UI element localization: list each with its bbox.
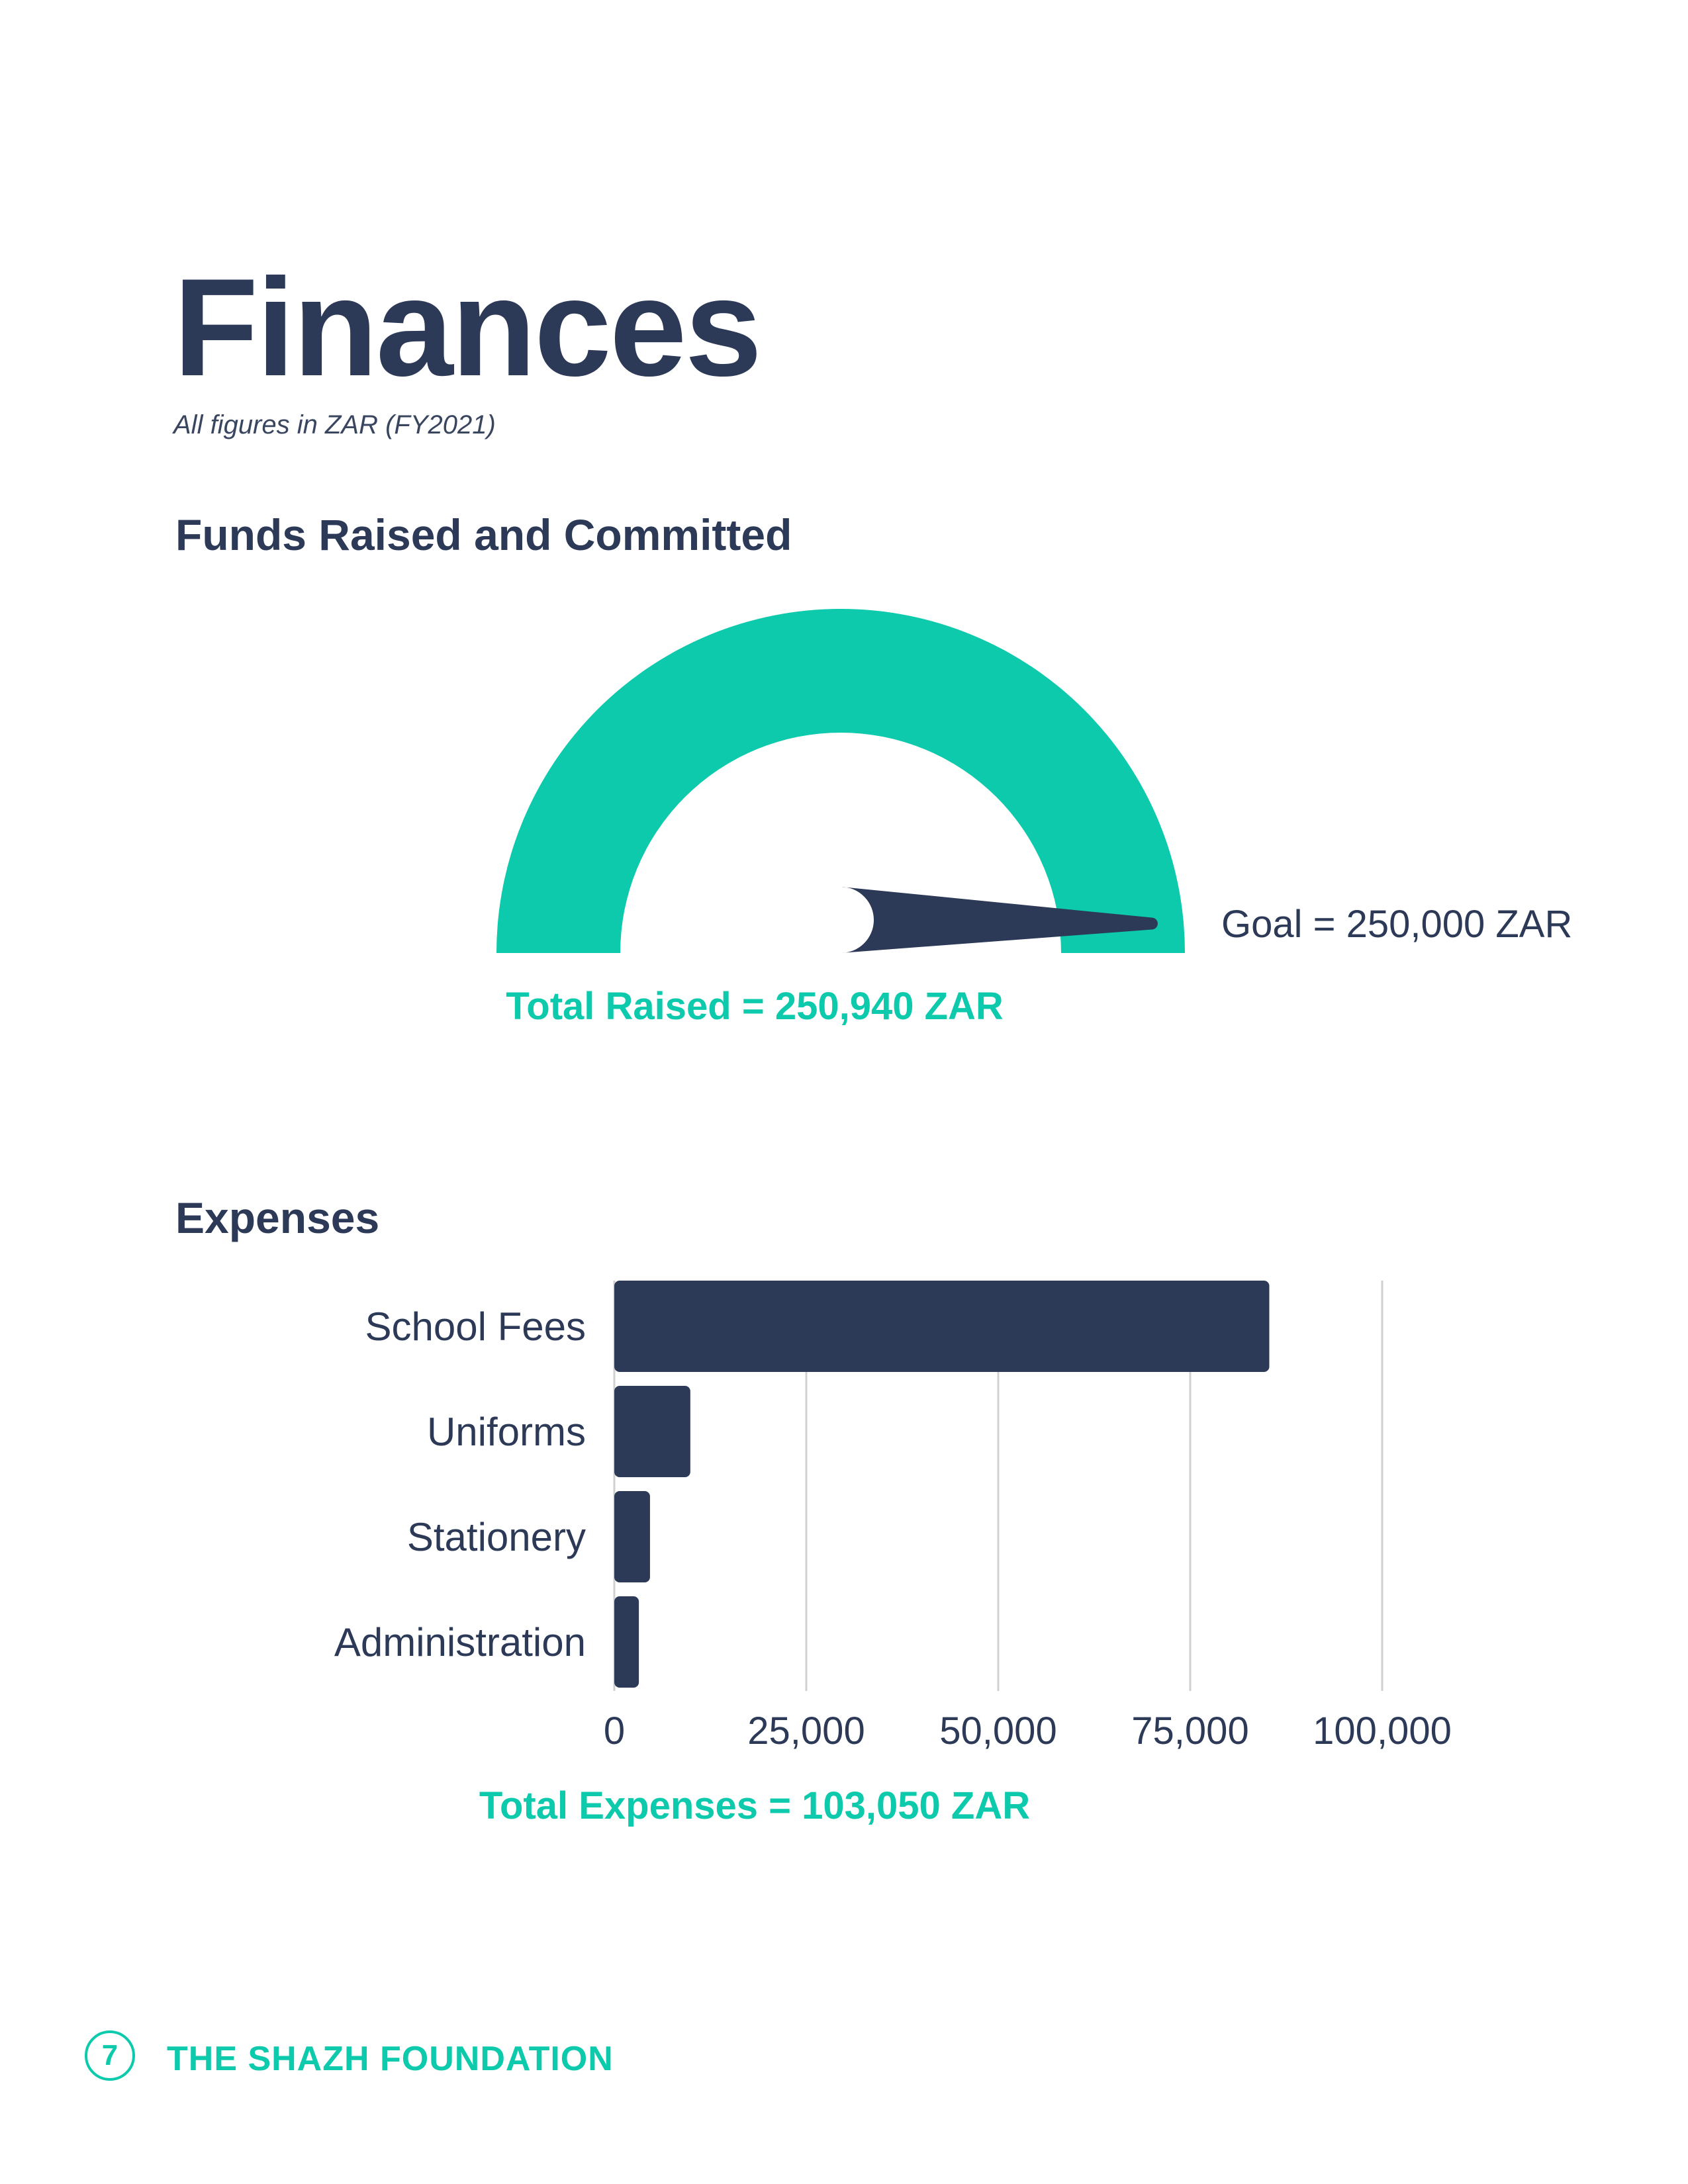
category-label: Uniforms: [427, 1410, 586, 1454]
x-tick-label: 50,000: [939, 1709, 1056, 1752]
category-label: Administration: [334, 1620, 586, 1664]
funds-heading: Funds Raised and Committed: [175, 510, 792, 559]
x-tick-label: 25,000: [747, 1709, 865, 1752]
gauge-total-raised: Total Raised = 250,940 ZAR: [506, 985, 1004, 1028]
page-subtitle: All figures in ZAR (FY2021): [173, 410, 496, 439]
page-number: 7: [101, 2039, 118, 2071]
gauge-goal-label: Goal = 250,000 ZAR: [1221, 903, 1573, 946]
expenses-bar-chart: 0 25,000 50,000 75,000 100,000 School Fees Uni…: [334, 1281, 1452, 1752]
x-tick-label: 75,000: [1131, 1709, 1248, 1752]
category-label: Stationery: [407, 1515, 586, 1559]
category-label: School Fees: [365, 1304, 586, 1349]
x-tick-label: 100,000: [1313, 1709, 1452, 1752]
expenses-total: Total Expenses = 103,050 ZAR: [479, 1784, 1031, 1827]
expenses-heading: Expenses: [175, 1193, 380, 1242]
page-number-badge: 7: [85, 2030, 135, 2081]
gauge-arc: [496, 609, 1185, 953]
funds-gauge: [496, 609, 1185, 953]
footer-organization: THE SHAZH FOUNDATION: [167, 2040, 614, 2078]
bar-stationery: [614, 1491, 650, 1582]
gauge-needle: [840, 887, 1158, 953]
bar-uniforms: [614, 1386, 690, 1477]
x-tick-label: 0: [604, 1709, 625, 1752]
bar-school-fees: [614, 1281, 1270, 1372]
page-title: Finances: [173, 250, 762, 405]
bar-administration: [614, 1596, 639, 1688]
